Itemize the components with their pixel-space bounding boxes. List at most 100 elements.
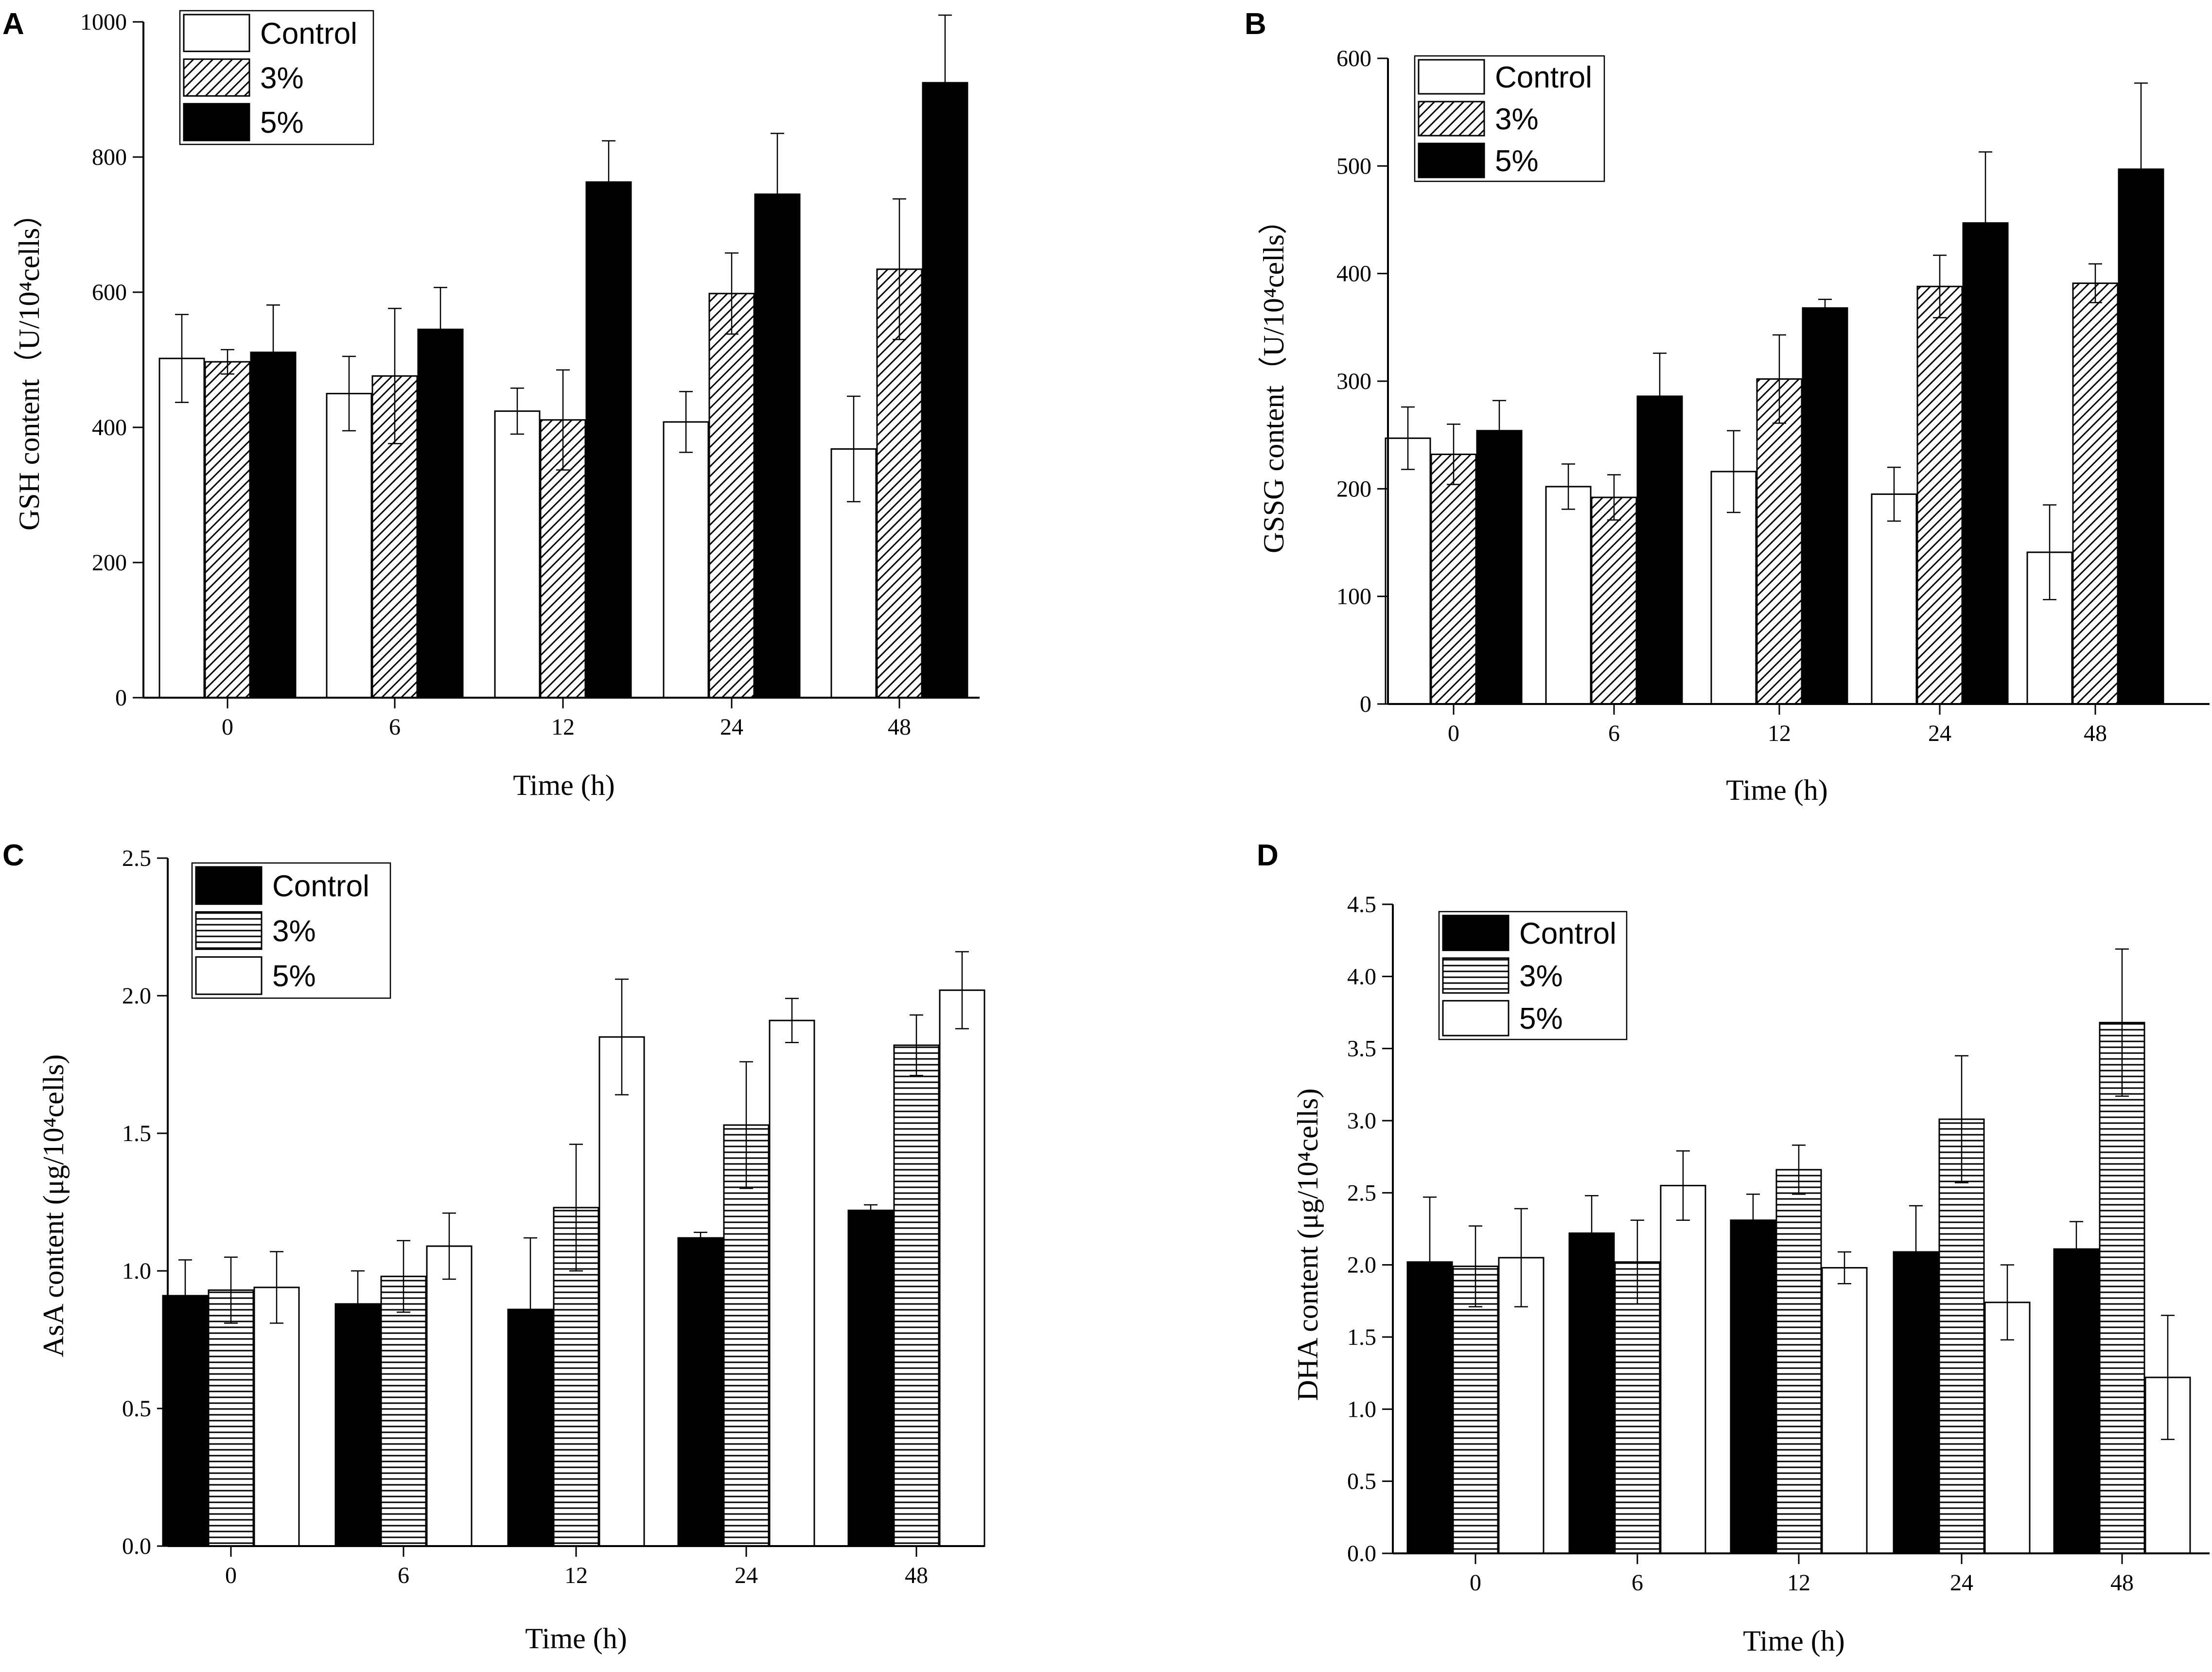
panel-d-legend-swatch-3pct <box>1442 957 1510 994</box>
panel-b-bar-3pct-48h <box>2072 282 2119 705</box>
panel-d-error-bar <box>1514 1208 1528 1307</box>
panel-d-y-tick-label: 3.0 <box>1347 1108 1376 1134</box>
panel-b-legend-label: 3% <box>1495 103 1539 136</box>
panel-a-y-tick-label: 200 <box>92 550 127 576</box>
panel-a-bar-3pct-0h <box>204 361 251 699</box>
panel-b-bar-5pct-24h <box>1962 222 2009 705</box>
panel-a-error-bar <box>434 287 447 372</box>
panel-d-error-bar <box>2070 1221 2083 1277</box>
panel-c-bar-3pct-48h <box>893 1044 940 1547</box>
panel-d-legend-label: 3% <box>1519 960 1563 993</box>
panel-a-x-tick-label: 48 <box>888 714 911 740</box>
panel-b-x-tick-label: 0 <box>1448 721 1459 746</box>
panel-b-error-bar <box>1979 151 1992 295</box>
panel-d-error-bar <box>1469 1225 1482 1307</box>
panel-b-error-bar <box>1818 299 1832 317</box>
panel-c-legend-swatch-5pct <box>195 956 263 995</box>
panel-b-legend-label: Control <box>1495 61 1592 94</box>
panel-a-error-bar <box>510 387 524 435</box>
panel-c-bar-5pct-48h <box>939 989 985 1547</box>
panel-letter-b: B <box>1245 7 1266 41</box>
panel-b-x-tick-label: 48 <box>2084 721 2107 746</box>
panel-a-error-bar <box>556 369 570 471</box>
panel-c-error-bar <box>785 998 799 1043</box>
panel-b-y-axis-label: GSSG content（U/10⁴cells） <box>1258 205 1290 553</box>
panel-a-error-bar <box>342 355 356 432</box>
panel-b-error-bar <box>1401 406 1415 470</box>
panel-a-legend-label: Control <box>260 17 357 51</box>
panel-a-error-bar <box>175 314 189 403</box>
panel-b-bar-3pct-24h <box>1916 285 1963 705</box>
panel-c-error-bar <box>739 1061 753 1189</box>
panel-d-y-tick-label: 1.0 <box>1347 1396 1376 1422</box>
panel-a-y-tick-label: 800 <box>92 144 127 170</box>
panel-d-bar-5pct-12h <box>1821 1267 1868 1554</box>
panel-d-y-tick-label: 2.5 <box>1347 1180 1376 1206</box>
panel-c-legend-label: 5% <box>272 960 316 993</box>
panel-c-error-bar <box>524 1237 537 1382</box>
panel-d-legend: Control 3% 5% <box>1438 911 1628 1040</box>
panel-c-bar-3pct-24h <box>723 1124 770 1547</box>
panel-d-error-bar <box>1585 1195 1598 1271</box>
panel-c-x-tick-label: 24 <box>735 1563 758 1588</box>
panel-b-bar-5pct-12h <box>1802 307 1848 705</box>
panel-d-x-tick-label: 48 <box>2110 1570 2134 1596</box>
panel-b-y-tick-label: 0 <box>1360 691 1371 717</box>
panel-d-x-tick-label: 12 <box>1787 1570 1810 1596</box>
panel-d-error-bar <box>1423 1196 1437 1328</box>
panel-a-x-axis-label: Time (h) <box>513 769 614 801</box>
panel-d-x-tick-label: 0 <box>1470 1570 1481 1596</box>
panel-a-error-bar <box>725 252 738 335</box>
panel-b-x-tick-label: 24 <box>1928 721 1951 746</box>
panel-a-error-bar <box>602 140 615 224</box>
panel-b-error-bar <box>1562 463 1575 510</box>
panel-d-legend-swatch-5pct <box>1442 1000 1510 1037</box>
panel-d-error-bar <box>1955 1055 1968 1183</box>
panel-c-error-bar <box>224 1256 238 1324</box>
panel-d-legend-label: 5% <box>1519 1002 1563 1036</box>
panel-b-y-tick-label: 200 <box>1336 476 1371 502</box>
panel-c-error-bar <box>569 1144 583 1272</box>
panel-d-error-bar <box>2161 1315 2175 1440</box>
panel-c-y-tick-label: 0.5 <box>122 1396 151 1422</box>
panel-letter-d: D <box>1257 839 1279 872</box>
panel-c-x-tick-label: 12 <box>564 1563 588 1588</box>
panel-c-y-axis-label: AsA content (μg/10⁴cells) <box>37 1055 70 1357</box>
panel-b-legend: Control 3% 5% <box>1414 55 1605 182</box>
panel-b-error-bar <box>1492 400 1506 462</box>
panel-c-legend: Control 3% 5% <box>191 862 391 999</box>
panel-d-y-tick-label: 3.5 <box>1347 1036 1376 1062</box>
panel-a-error-bar <box>388 308 402 444</box>
panel-a-bar-5pct-12h <box>585 181 632 699</box>
panel-a-x-tick-label: 12 <box>551 714 575 740</box>
panel-b-error-bar <box>1607 474 1621 521</box>
panel-d-y-tick-label: 4.5 <box>1347 892 1376 917</box>
panel-b-y-tick-label: 500 <box>1336 153 1371 179</box>
panel-d-bar-control-6h <box>1568 1232 1615 1554</box>
panel-letter-c: C <box>2 839 24 872</box>
panel-a-legend-swatch-3pct <box>183 58 250 97</box>
panel-c-bar-5pct-0h <box>253 1286 300 1547</box>
panel-b-error-bar <box>2134 82 2148 256</box>
panel-b-error-bar <box>1653 352 1667 440</box>
panel-c-y-tick-label: 1.5 <box>122 1121 151 1146</box>
panel-a-y-tick-label: 400 <box>92 415 127 440</box>
panel-b-bar-5pct-6h <box>1636 395 1683 705</box>
panel-a-bar-control-0h <box>158 357 205 699</box>
panel-a-bar-5pct-6h <box>417 328 464 699</box>
panel-a-error-bar <box>938 14 952 151</box>
panel-a-x-tick-label: 0 <box>222 714 233 740</box>
panel-d-y-tick-label: 0.5 <box>1347 1469 1376 1495</box>
panel-d-error-bar <box>1909 1205 1923 1299</box>
panel-d-bar-3pct-48h <box>2099 1021 2145 1554</box>
panel-c-bar-5pct-6h <box>426 1245 473 1547</box>
panel-a-x-tick-label: 6 <box>389 714 401 740</box>
panel-c: C 0.00.51.01.52.02.50 6 12 24 48Control3%5% … <box>2 839 985 1654</box>
panel-c-bar-5pct-24h <box>769 1020 815 1547</box>
panel-c-plot: 0.0 0.5 1.0 1.5 2.0 2.5 0 6 12 24 48 Control 3% 5% <box>122 845 985 1588</box>
panel-a: A 0 200 400 600 800 1000 0 6 12 24 48 Control 3% 5% T… <box>2 7 980 801</box>
panel-d-error-bar <box>1746 1194 1760 1247</box>
panel-c-error-bar <box>864 1204 878 1217</box>
panel-d-error-bar <box>1792 1144 1806 1195</box>
